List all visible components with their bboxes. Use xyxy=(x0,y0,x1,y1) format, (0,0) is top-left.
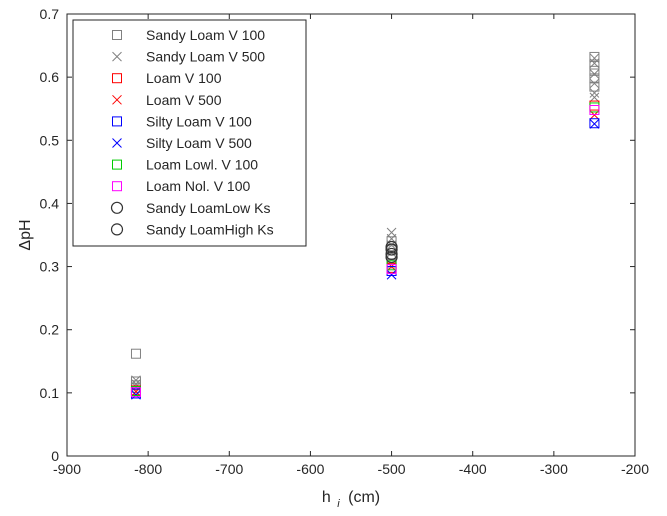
x-tick-label: -800 xyxy=(134,461,162,477)
legend-entry-label: Loam V 100 xyxy=(146,70,222,86)
data-series xyxy=(130,51,600,400)
x-tick-label: -700 xyxy=(215,461,243,477)
data-point xyxy=(130,387,141,398)
legend-entry-label: Silty Loam V 500 xyxy=(146,135,252,151)
y-tick-label: 0.5 xyxy=(40,132,60,148)
data-point xyxy=(589,78,600,89)
legend-entry-label: Sandy Loam V 500 xyxy=(146,49,265,65)
legend-entry-label: Loam Lowl. V 100 xyxy=(146,157,258,173)
data-point xyxy=(589,119,600,129)
legend-marker xyxy=(110,223,124,236)
data-point xyxy=(130,348,141,359)
data-point xyxy=(385,251,398,264)
data-point xyxy=(589,51,600,62)
data-point xyxy=(386,264,397,275)
x-tick-label: -600 xyxy=(296,461,324,477)
x-axis-label-unit: (cm) xyxy=(348,489,380,506)
y-tick-label: 0.3 xyxy=(40,259,60,275)
legend-entry-label: Silty Loam V 100 xyxy=(146,113,252,129)
y-tick-label: 0.2 xyxy=(40,322,60,338)
data-point xyxy=(385,247,398,261)
x-axis-label-subscript: i xyxy=(337,498,340,510)
y-tick-label: 0.7 xyxy=(40,6,60,22)
x-axis-label-main: h xyxy=(322,489,331,506)
y-axis-label: ΔpH xyxy=(17,219,34,250)
axis-ticks: -900 -800 -700 -600 -500 -400 -300 -200 0 0.1 0.2 0… xyxy=(40,6,650,477)
data-point xyxy=(385,243,398,256)
data-point xyxy=(386,236,397,247)
legend-entry-label: Sandy Loam V 100 xyxy=(146,27,265,43)
data-point xyxy=(589,88,600,98)
data-point xyxy=(589,104,600,115)
data-point xyxy=(589,65,600,76)
data-point xyxy=(589,81,600,92)
y-tick-label: 0.4 xyxy=(40,195,60,211)
legend-marker xyxy=(112,138,122,148)
legend-marker xyxy=(112,94,122,105)
legend-marker xyxy=(112,30,122,40)
legend-marker xyxy=(112,73,122,84)
x-tick-label: -900 xyxy=(53,461,81,477)
legend-entry-label: Sandy LoamLow Ks xyxy=(146,200,271,216)
data-point xyxy=(386,269,397,280)
x-tick-label: -500 xyxy=(378,461,406,477)
legend-marker xyxy=(112,116,122,127)
data-point xyxy=(589,118,600,129)
data-point xyxy=(589,58,600,69)
legend-entry-label: Loam V 500 xyxy=(146,92,222,108)
legend-entry-label: Loam Nol. V 100 xyxy=(146,178,250,194)
legend-marker xyxy=(112,159,122,170)
data-point xyxy=(589,59,600,70)
x-axis-label: h i (cm) xyxy=(322,489,380,511)
legend-marker xyxy=(112,51,122,62)
legend-entry-label: Sandy LoamHigh Ks xyxy=(146,221,274,237)
data-point xyxy=(131,379,141,389)
x-tick-label: -300 xyxy=(540,461,568,477)
y-tick-label: 0 xyxy=(51,448,59,464)
legend: Sandy Loam V 100 Sandy Loam V 500 Loam V 1… xyxy=(72,19,307,247)
data-point xyxy=(589,69,600,79)
data-point xyxy=(589,53,600,64)
x-tick-label: -200 xyxy=(621,461,649,477)
legend-marker xyxy=(112,181,122,192)
y-tick-label: 0.1 xyxy=(40,385,60,401)
x-tick-label: -400 xyxy=(459,461,487,477)
y-tick-label: 0.6 xyxy=(40,69,60,85)
legend-marker xyxy=(110,201,124,214)
data-point xyxy=(131,389,141,400)
data-point xyxy=(589,92,600,103)
